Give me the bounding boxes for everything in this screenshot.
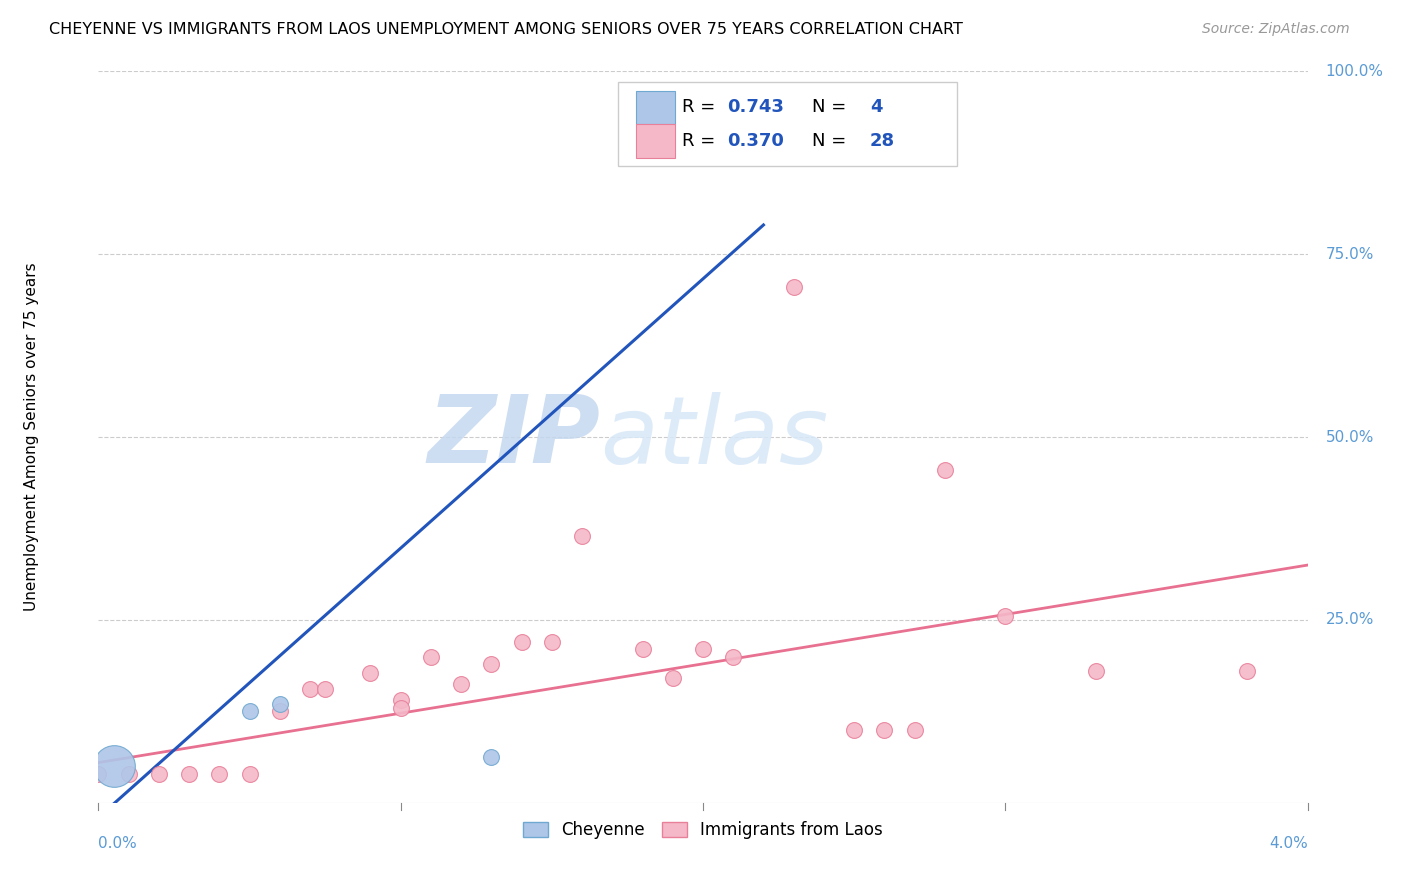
Text: Source: ZipAtlas.com: Source: ZipAtlas.com	[1202, 22, 1350, 37]
Point	[314, 682, 336, 697]
Point	[239, 705, 262, 719]
Text: R =: R =	[682, 98, 721, 117]
FancyBboxPatch shape	[619, 82, 957, 167]
Text: 100.0%: 100.0%	[1326, 64, 1384, 78]
Point	[299, 682, 322, 697]
Point	[723, 649, 745, 664]
Point	[389, 693, 412, 707]
Point	[571, 529, 593, 543]
Point	[481, 750, 503, 764]
Text: ZIP: ZIP	[427, 391, 600, 483]
Text: atlas: atlas	[600, 392, 828, 483]
Text: 4: 4	[870, 98, 883, 117]
Point	[904, 723, 927, 737]
Point	[1085, 664, 1108, 678]
Text: N =: N =	[811, 132, 852, 150]
Point	[269, 705, 291, 719]
Text: N =: N =	[811, 98, 852, 117]
Point	[873, 723, 896, 737]
Point	[631, 83, 654, 97]
Point	[269, 697, 291, 711]
Point	[481, 657, 503, 671]
Point	[844, 723, 866, 737]
Text: 4.0%: 4.0%	[1268, 836, 1308, 851]
Point	[510, 635, 533, 649]
Point	[148, 766, 170, 780]
FancyBboxPatch shape	[637, 91, 675, 124]
Text: Unemployment Among Seniors over 75 years: Unemployment Among Seniors over 75 years	[24, 263, 39, 611]
Point	[661, 672, 683, 686]
Point	[631, 642, 654, 657]
Text: 25.0%: 25.0%	[1326, 613, 1374, 627]
Text: 28: 28	[870, 132, 896, 150]
Point	[934, 463, 956, 477]
Text: 50.0%: 50.0%	[1326, 430, 1374, 444]
Text: 0.0%: 0.0%	[98, 836, 138, 851]
Point	[1236, 664, 1258, 678]
Point	[692, 642, 714, 657]
Text: 75.0%: 75.0%	[1326, 247, 1374, 261]
Point	[87, 766, 110, 780]
Point	[420, 649, 443, 664]
Text: CHEYENNE VS IMMIGRANTS FROM LAOS UNEMPLOYMENT AMONG SENIORS OVER 75 YEARS CORREL: CHEYENNE VS IMMIGRANTS FROM LAOS UNEMPLO…	[49, 22, 963, 37]
Point	[450, 676, 472, 690]
Point	[389, 700, 412, 714]
Point	[994, 609, 1017, 624]
Point	[783, 280, 806, 294]
Point	[360, 665, 382, 680]
Legend: Cheyenne, Immigrants from Laos: Cheyenne, Immigrants from Laos	[516, 814, 890, 846]
Point	[118, 766, 141, 780]
Text: R =: R =	[682, 132, 721, 150]
Point	[179, 766, 201, 780]
Text: 0.370: 0.370	[727, 132, 785, 150]
Text: 0.743: 0.743	[727, 98, 785, 117]
Point	[239, 766, 262, 780]
Point	[540, 635, 562, 649]
Point	[103, 759, 125, 773]
Point	[208, 766, 231, 780]
FancyBboxPatch shape	[637, 125, 675, 158]
